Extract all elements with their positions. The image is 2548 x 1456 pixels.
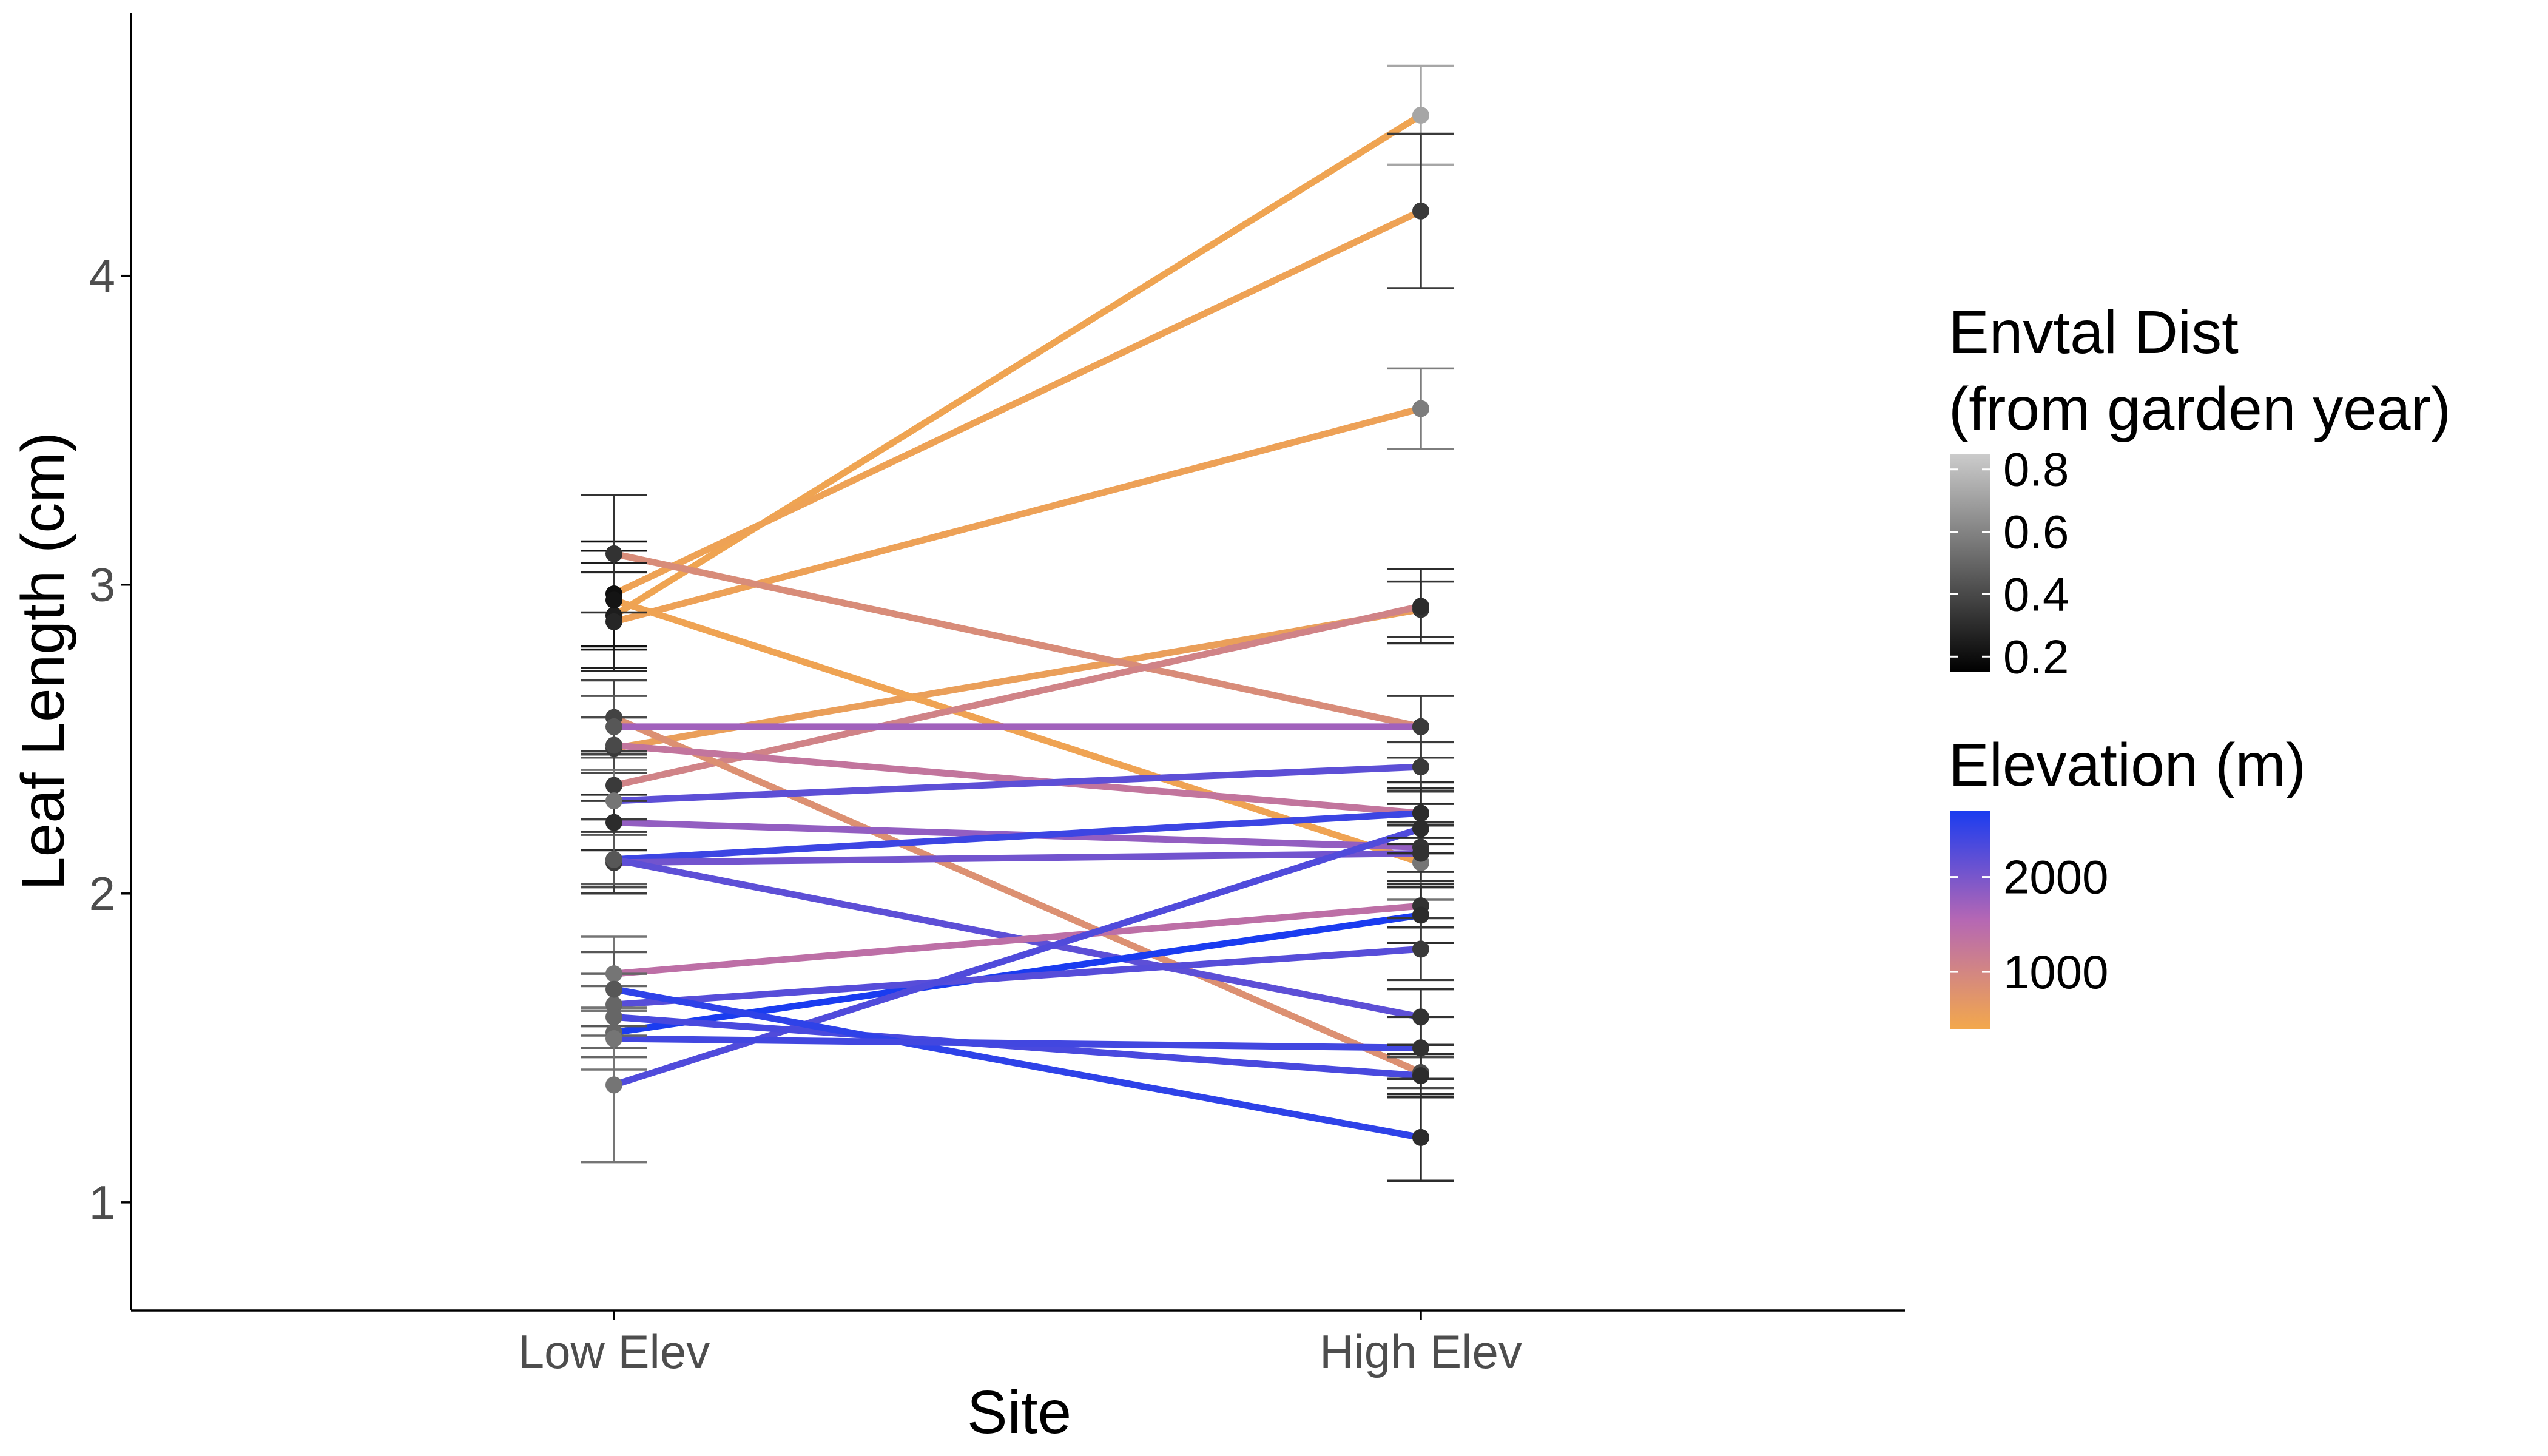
series-line [613,850,1421,866]
data-point [1412,106,1429,124]
series-lines [612,112,1423,1141]
data-point [605,792,622,810]
series-line [612,714,1423,1076]
y-tick-label: 1 [89,1176,115,1229]
legend-dist-label: 0.2 [2003,630,2069,683]
data-point [605,718,622,735]
legend-elev-label: 1000 [2003,945,2109,999]
legend-dist-colorbar [1950,454,1990,672]
legend-elev-title: Elevation (m) [1949,731,2306,799]
data-point [1412,1008,1429,1026]
y-axis-title: Leaf Length (cm) [9,432,77,891]
data-point [605,1076,622,1094]
series-line [613,763,1421,804]
x-axis-title: Site [967,1378,1071,1446]
legend-elevation: Elevation (m) 2000 1000 [1949,731,2306,1029]
data-point [1412,1067,1429,1085]
plot-area [581,64,1454,1182]
data-point [1412,202,1429,220]
legend-dist-label: 0.8 [2003,443,2069,496]
data-point [605,592,622,609]
data-point [1412,598,1429,615]
y-tick-label: 4 [89,249,115,303]
data-point [605,965,622,983]
data-point [1412,940,1429,958]
x-tick-label: High Elev [1320,1325,1522,1378]
legend-dist-label: 0.4 [2003,567,2069,621]
legend-elev-label: 2000 [2003,851,2109,904]
y-tick-label: 2 [89,867,115,920]
data-point [605,545,622,562]
series-line [612,207,1423,597]
data-point [605,980,622,998]
y-tick-label: 3 [89,558,115,612]
legend-envtal-dist: Envtal Dist (from garden year) 0.8 0.6 0.4… [1949,298,2451,683]
data-point [1412,1128,1429,1146]
series-line [612,112,1423,619]
data-point [1412,820,1429,837]
data-point [605,996,622,1014]
data-point [605,613,622,630]
legend-dist-label: 0.6 [2003,505,2069,559]
axes: 1 2 3 4 Low Elev High Elev [89,13,1905,1378]
data-point [605,736,622,754]
data-point [1412,844,1429,862]
data-point [1412,1039,1429,1057]
data-point [605,777,622,794]
series-line [613,1035,1421,1051]
data-point [1412,718,1429,735]
y-ticks: 1 2 3 4 [89,249,131,1229]
data-point [605,814,622,831]
legend-dist-title-line1: Envtal Dist [1949,298,2239,366]
data-point [1412,804,1429,822]
data-point [1412,758,1429,776]
series-line [613,986,1421,1141]
series-line [613,741,1421,817]
x-tick-label: Low Elev [518,1325,710,1378]
data-point [605,1008,622,1026]
legend-elev-colorbar [1950,811,1990,1029]
data-point [605,1030,622,1048]
legend-dist-title-line2: (from garden year) [1949,375,2451,443]
series-line [613,902,1421,977]
data-point [605,851,622,868]
series-line [613,809,1421,863]
series-line [613,405,1422,625]
series-line [613,945,1421,1008]
legend-dist-items: 0.8 0.6 0.4 0.2 [1950,443,2069,683]
data-point [1412,906,1429,924]
x-ticks: Low Elev High Elev [518,1310,1522,1378]
legend-elev-items: 2000 1000 [1950,851,2109,999]
data-point [1412,400,1429,417]
data-points [605,106,1429,1146]
series-line [613,550,1422,730]
